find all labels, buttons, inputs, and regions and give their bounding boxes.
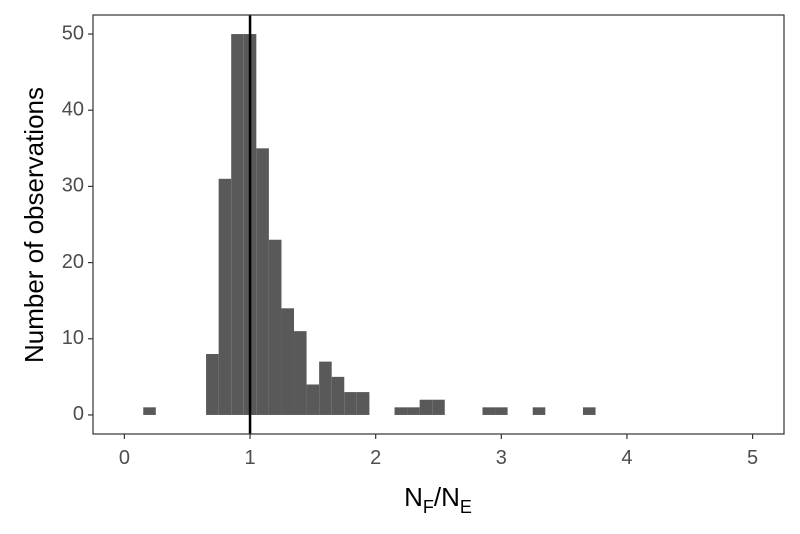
x-axis-title-part: N	[441, 482, 460, 512]
x-axis-title-part: N	[404, 482, 423, 512]
bar	[582, 407, 596, 415]
bar	[495, 407, 508, 415]
bar	[331, 376, 345, 415]
bar	[306, 384, 320, 415]
y-axis-title: Number of observations	[19, 87, 49, 363]
bar	[281, 308, 295, 415]
bar	[344, 392, 357, 415]
bar	[394, 407, 408, 415]
x-tick-label: 4	[621, 447, 632, 469]
bar	[256, 148, 269, 415]
x-tick-label: 1	[244, 447, 255, 469]
x-tick-label: 5	[747, 447, 758, 469]
bar	[231, 34, 244, 415]
y-tick-label: 30	[62, 175, 84, 197]
y-tick-label: 40	[62, 99, 84, 121]
x-axis-title-subscript: F	[423, 497, 434, 517]
x-tick-label: 0	[119, 447, 130, 469]
bar	[268, 239, 282, 415]
panel-border	[92, 14, 785, 435]
bar	[218, 178, 232, 415]
y-tick-label: 20	[62, 251, 84, 273]
x-axis-title-part: /	[434, 482, 442, 512]
bar	[419, 399, 433, 415]
y-tick-label: 10	[62, 327, 84, 349]
x-tick-label: 3	[496, 447, 507, 469]
y-tick-label: 50	[62, 22, 84, 44]
bar	[206, 354, 219, 415]
bar	[294, 331, 307, 415]
x-axis-title: NF/NE	[404, 482, 472, 517]
bar	[407, 407, 420, 415]
bar	[532, 407, 546, 415]
bar	[319, 361, 332, 415]
y-tick-label: 0	[73, 403, 84, 425]
x-tick-label: 2	[370, 447, 381, 469]
bar	[432, 399, 445, 415]
bar	[482, 407, 496, 415]
bar	[356, 392, 370, 415]
x-axis-title-subscript: E	[460, 497, 472, 517]
bar	[143, 407, 156, 415]
